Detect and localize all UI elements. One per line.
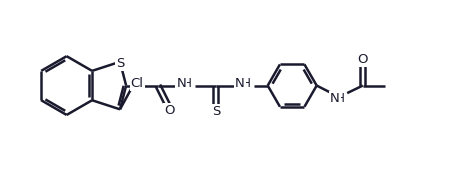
Text: Cl: Cl bbox=[130, 77, 144, 90]
Text: N: N bbox=[176, 77, 186, 90]
Text: O: O bbox=[165, 104, 175, 117]
Text: S: S bbox=[212, 105, 220, 118]
Text: N: N bbox=[330, 92, 340, 105]
Text: H: H bbox=[242, 77, 250, 90]
Text: S: S bbox=[116, 57, 124, 70]
Text: H: H bbox=[183, 77, 192, 90]
Text: N: N bbox=[235, 77, 245, 90]
Text: O: O bbox=[357, 53, 368, 66]
Text: H: H bbox=[337, 92, 345, 105]
